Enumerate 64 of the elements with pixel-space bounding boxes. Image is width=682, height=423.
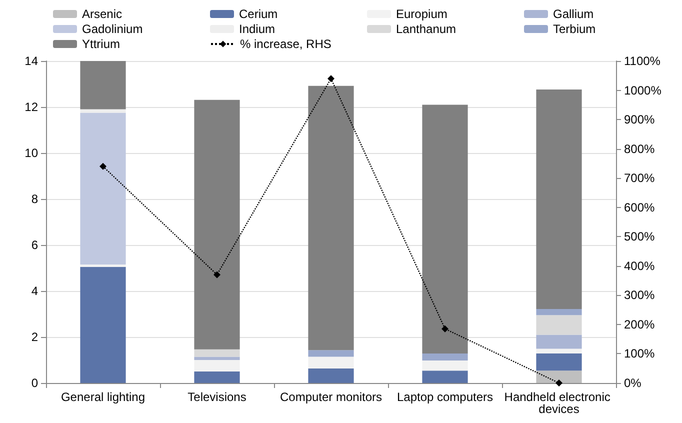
bar <box>536 334 582 349</box>
bar <box>422 360 468 371</box>
bar <box>536 370 582 383</box>
bar <box>308 356 354 369</box>
bar <box>194 372 240 383</box>
legend-label: Terbium <box>553 22 596 36</box>
bar <box>422 370 468 383</box>
bar <box>194 356 240 360</box>
legend-label: Europium <box>396 7 448 21</box>
y2-tick-label: 500% <box>624 230 656 244</box>
bar <box>80 109 126 113</box>
bar <box>536 308 582 316</box>
y-tick-label: 8 <box>31 192 38 206</box>
bar <box>194 349 240 357</box>
legend-label: Cerium <box>239 7 278 21</box>
y-tick-label: 2 <box>31 330 38 344</box>
y2-tick-label: 700% <box>624 171 656 186</box>
bar <box>308 350 354 357</box>
y2-tick-label: 800% <box>624 142 656 156</box>
x-tick-label: Televisions <box>188 390 246 404</box>
bar <box>194 100 240 350</box>
y-tick-label: 14 <box>24 54 38 68</box>
x-tick-label: Computer monitors <box>280 390 382 404</box>
bar <box>536 90 582 309</box>
x-tick-label: Laptop computers <box>396 390 494 404</box>
legend-label: Yttrium <box>82 37 120 51</box>
legend-label: Gallium <box>553 7 594 21</box>
bar <box>80 112 126 265</box>
bar <box>536 315 582 335</box>
y2-tick-label: 200% <box>624 317 656 332</box>
x-tick-label: Handheld electronic devices <box>504 390 614 416</box>
point <box>214 271 220 278</box>
y2-tick-label: 100% <box>624 346 656 361</box>
y2-tick-label: 900% <box>624 112 656 127</box>
x-tick-label: General lighting <box>60 390 146 404</box>
bar <box>308 86 354 350</box>
bar <box>80 266 126 383</box>
y2-tick-label: 600% <box>624 200 656 214</box>
legend-label: Indium <box>239 22 276 36</box>
bar <box>536 348 582 354</box>
y2-tick-label: 300% <box>624 288 656 302</box>
y-tick-label: 0 <box>31 376 38 390</box>
y-tick-label: 10 <box>24 146 38 160</box>
bar <box>194 360 240 372</box>
legend-label: Arsenic <box>82 7 122 21</box>
point <box>442 325 448 332</box>
y-tick-label: 4 <box>31 284 38 298</box>
bar <box>422 354 468 360</box>
point <box>556 380 562 386</box>
bar <box>308 368 354 383</box>
legend-label: Lanthanum <box>396 22 456 36</box>
point <box>100 162 106 170</box>
bar <box>80 61 126 110</box>
bar <box>536 353 582 371</box>
y-tick-label: 6 <box>31 238 38 252</box>
y2-tick-label: 0% <box>624 376 642 390</box>
legend-label: % increase, RHS <box>240 37 332 51</box>
legend-label: Gadolinium <box>82 22 143 36</box>
y2-tick-label: 1000% <box>624 83 662 98</box>
y2-tick-label: 400% <box>624 258 656 273</box>
y-tick-label: 12 <box>24 100 38 114</box>
point <box>328 75 334 82</box>
bar <box>422 104 468 354</box>
y2-tick-label: 1100% <box>624 54 661 68</box>
